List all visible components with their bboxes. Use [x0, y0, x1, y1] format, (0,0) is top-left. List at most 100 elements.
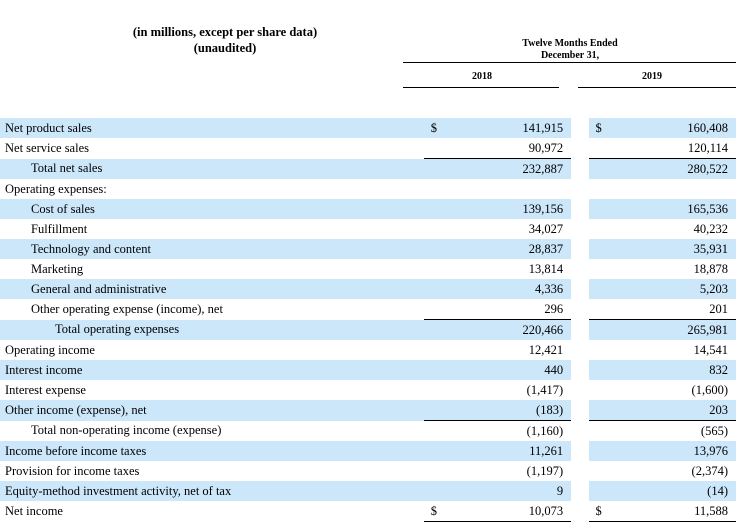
- period-header: Twelve Months Ended December 31,: [470, 38, 670, 62]
- row-label: Equity-method investment activity, net o…: [0, 481, 424, 501]
- value-2019: [624, 179, 736, 199]
- currency-symbol-2019: [588, 360, 625, 380]
- currency-symbol-2018: [423, 279, 460, 299]
- value-2018: 10,073: [459, 501, 572, 522]
- currency-symbol-2019: [589, 138, 625, 159]
- table-row: Fulfillment 34,027 40,232: [0, 219, 736, 239]
- currency-symbol-2018: [423, 360, 460, 380]
- value-2018: 220,466: [459, 319, 572, 340]
- currency-symbol-2019: [588, 199, 625, 219]
- value-2019: 40,232: [693, 221, 728, 236]
- table-row: Total non-operating income (expense) (1,1…: [0, 420, 736, 441]
- value-2019: 265,981: [624, 319, 736, 340]
- currency-symbol-2018: [423, 319, 460, 340]
- value-2018: 141,915: [459, 118, 572, 138]
- table-row: Total net sales 232,887 280,522: [0, 158, 736, 179]
- column-gap: [571, 299, 588, 320]
- table-row: Equity-method investment activity, net o…: [0, 481, 736, 501]
- row-label: Fulfillment: [31, 221, 88, 236]
- value-2018: (1,197): [526, 463, 564, 478]
- period-line-1: Twelve Months Ended: [522, 38, 618, 49]
- row-label: Net product sales: [0, 118, 424, 138]
- row-label: Operating income: [5, 342, 95, 357]
- value-2019: 18,878: [693, 261, 728, 276]
- period-header-rule: [403, 62, 736, 63]
- value-2018: (1,160): [459, 420, 572, 441]
- currency-symbol-2018: $: [423, 118, 460, 138]
- value-2019: 832: [624, 360, 736, 380]
- row-label: Total operating expenses: [0, 319, 424, 340]
- value-2019: (1,600): [691, 382, 728, 397]
- table-row: Interest expense (1,417) (1,600): [0, 380, 736, 400]
- value-2019: (2,374): [691, 463, 728, 478]
- currency-symbol-2019: [588, 481, 625, 501]
- currency-symbol-2019: [588, 239, 625, 259]
- column-gap: [571, 481, 589, 501]
- value-2019: (14): [624, 481, 736, 501]
- table-row: Other income (expense), net (183) 203: [0, 400, 736, 421]
- currency-symbol-2018: [423, 481, 460, 501]
- currency-symbol-2019: [589, 219, 625, 239]
- row-label: Income before income taxes: [0, 441, 424, 461]
- column-gap: [571, 319, 589, 340]
- currency-symbol-2019: [589, 461, 625, 481]
- value-2018: (1,417): [526, 382, 564, 397]
- table-row: Cost of sales 139,156 165,536: [0, 199, 736, 219]
- currency-symbol-2019: [588, 158, 625, 179]
- table-row: Interest income 440 832: [0, 360, 736, 380]
- table-row: Net product sales $141,915 $160,408: [0, 118, 736, 138]
- column-gap: [571, 158, 589, 179]
- value-2019: 120,114: [687, 140, 728, 155]
- currency-symbol-2018: [424, 179, 460, 199]
- currency-symbol-2018: [423, 239, 460, 259]
- table-row: Total operating expenses 220,466 265,981: [0, 319, 736, 340]
- value-2019: 35,931: [624, 239, 736, 259]
- currency-symbol-2019: $: [588, 118, 625, 138]
- currency-symbol-2019: [589, 259, 625, 279]
- value-2018: 90,972: [528, 140, 564, 155]
- column-gap: [571, 138, 588, 159]
- column-gap: [571, 380, 588, 400]
- year-2018-rule: [403, 87, 559, 88]
- income-statement-table: Net product sales $141,915 $160,408 Net ser…: [0, 118, 736, 522]
- value-2018: (183): [459, 400, 572, 421]
- value-2018: 28,837: [459, 239, 572, 259]
- value-2018: 4,336: [459, 279, 572, 299]
- row-label: Net service sales: [5, 140, 89, 155]
- table-row: Other operating expense (income), net 296…: [0, 299, 736, 320]
- currency-symbol-2019: [588, 279, 625, 299]
- currency-symbol-2018: $: [423, 501, 460, 522]
- value-2018: 139,156: [459, 199, 572, 219]
- currency-symbol-2018: [424, 340, 460, 360]
- value-2019: 160,408: [624, 118, 736, 138]
- value-2018: 34,027: [528, 221, 564, 236]
- currency-symbol-2019: [589, 179, 625, 199]
- currency-symbol-2018: [423, 199, 460, 219]
- row-label: Total net sales: [0, 158, 424, 179]
- value-2018: 12,421: [528, 342, 564, 357]
- column-gap: [571, 441, 589, 461]
- value-2018: 440: [459, 360, 572, 380]
- year-2019-header: 2019: [642, 71, 662, 82]
- row-label: Net income: [5, 503, 63, 518]
- value-2019: 203: [624, 400, 736, 421]
- value-2019: 13,976: [624, 441, 736, 461]
- row-label: Interest expense: [5, 382, 86, 397]
- value-2018: 296: [459, 299, 572, 320]
- year-2018-header: 2018: [472, 71, 492, 82]
- period-line-2: December 31,: [540, 50, 600, 61]
- currency-symbol-2019: [589, 340, 625, 360]
- row-label: Other operating expense (income), net: [31, 301, 223, 316]
- column-gap: [571, 279, 589, 299]
- column-gap: [571, 400, 589, 421]
- currency-symbol-2018: [424, 259, 460, 279]
- currency-symbol-2019: [588, 400, 625, 421]
- table-row: Income before income taxes 11,261 13,976: [0, 441, 736, 461]
- value-2019: (565): [624, 420, 736, 441]
- currency-symbol-2018: [424, 138, 460, 159]
- currency-symbol-2019: [589, 380, 625, 400]
- row-label: Interest income: [0, 360, 424, 380]
- column-gap: [571, 360, 589, 380]
- row-label: Total non-operating income (expense): [31, 423, 222, 438]
- value-2019: 14,541: [693, 342, 728, 357]
